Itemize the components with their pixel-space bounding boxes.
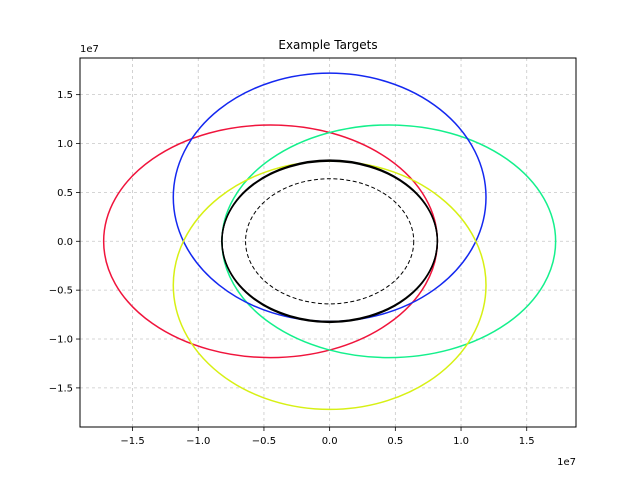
y-tick-label: −1.5 [49, 383, 73, 394]
grid-lines [80, 58, 576, 427]
x-tick-label: 1.5 [519, 436, 535, 447]
chart-title: Example Targets [278, 38, 377, 52]
x-tick-label: 0.5 [387, 436, 403, 447]
y-tick-label: −0.5 [49, 286, 73, 297]
y-tick-label: 0.0 [57, 237, 73, 248]
plot-frame [79, 57, 577, 428]
y-axis-ticks: −1.5 −1.0 −0.5 0.0 0.5 1.0 1.5 [49, 90, 80, 394]
series-ellipse-6 [221, 160, 439, 323]
x-tick-label: −1.0 [186, 436, 210, 447]
x-axis-ticks: −1.5 −1.0 −0.5 0.0 0.5 1.0 1.5 [120, 427, 535, 447]
x-tick-label: −1.5 [120, 436, 144, 447]
series-ellipse-7 [245, 178, 415, 305]
y-tick-label: 0.5 [57, 188, 73, 199]
y-tick-label: −1.0 [49, 335, 73, 346]
x-offset-label: 1e7 [557, 457, 576, 468]
x-tick-label: 0.0 [322, 436, 338, 447]
y-tick-label: 1.0 [57, 139, 73, 150]
series-group [102, 72, 557, 411]
x-tick-label: 1.0 [453, 436, 469, 447]
y-tick-label: 1.5 [57, 90, 73, 101]
y-offset-label: 1e7 [80, 44, 99, 55]
x-tick-label: −0.5 [252, 436, 276, 447]
